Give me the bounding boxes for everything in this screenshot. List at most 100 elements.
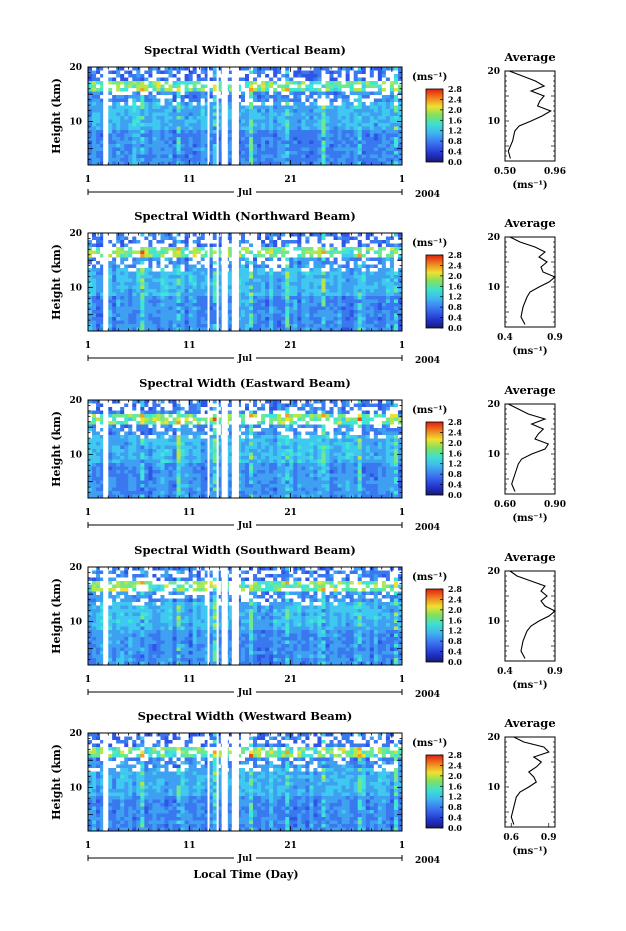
heatmap-cell [341, 144, 347, 148]
heatmap-cell [261, 70, 266, 75]
heatmap-cell [236, 67, 242, 71]
heatmap-cell [236, 95, 242, 99]
heatmap-cell [361, 88, 367, 92]
x-tick-label: 21 [284, 175, 297, 185]
heatmap-cell [112, 470, 117, 474]
heatmap-cell [128, 313, 133, 318]
heatmap-cell [381, 327, 387, 332]
heatmap-cell [321, 102, 326, 106]
heatmap-cell [301, 271, 306, 276]
heatmap-cell [140, 154, 145, 159]
heatmap-cell [112, 95, 117, 99]
heatmap-cell [353, 306, 359, 311]
heatmap-cell [112, 491, 117, 495]
heatmap-cell [377, 151, 383, 155]
heatmap-cell [249, 161, 254, 166]
heatmap-cell [132, 88, 137, 92]
heatmap-cell [361, 151, 367, 155]
heatmap-cell [184, 74, 190, 78]
heatmap-cell [172, 306, 177, 311]
heatmap-cell [160, 289, 165, 293]
heatmap-cell [116, 463, 121, 467]
heatmap-cell [156, 123, 161, 127]
heatmap-cell [156, 254, 161, 258]
heatmap-cell [184, 271, 190, 276]
heatmap-cell [240, 151, 246, 155]
heatmap-cell [188, 133, 194, 138]
heatmap-cell [168, 233, 173, 237]
heatmap-cell [172, 119, 177, 124]
heatmap-cell [164, 282, 169, 286]
heatmap-cell [236, 306, 242, 311]
heatmap-cell [261, 88, 266, 92]
heatmap-cell [249, 240, 254, 244]
heatmap-cell [140, 98, 145, 103]
heatmap-cell [377, 74, 383, 78]
heatmap-cell [240, 317, 246, 321]
heatmap-cell [136, 109, 141, 113]
heatmap-cell [204, 261, 210, 265]
heatmap-cell [236, 240, 242, 244]
heatmap-cell [265, 77, 270, 82]
heatmap-cell [397, 161, 403, 166]
heatmap-cell [297, 116, 302, 120]
heatmap-cell [385, 98, 391, 103]
heatmap-cell [317, 119, 322, 124]
heatmap-cell [156, 137, 161, 141]
heatmap-cell [92, 428, 97, 432]
heatmap-cell [200, 161, 206, 166]
heatmap-cell [124, 151, 129, 155]
heatmap-cell [180, 250, 186, 255]
heatmap-cell [305, 116, 310, 120]
heatmap-cell [341, 257, 347, 262]
heatmap-cell [329, 126, 334, 131]
heatmap-cell [333, 285, 338, 290]
heatmap-cell [236, 91, 242, 96]
heatmap-cell [176, 278, 181, 283]
heatmap-cell [128, 105, 133, 110]
heatmap-cell [385, 324, 391, 328]
heatmap-cell [341, 320, 347, 325]
heatmap-cell [208, 268, 214, 272]
heatmap-cell [124, 324, 129, 328]
heatmap-cell [188, 299, 194, 304]
heatmap-cell [389, 240, 395, 244]
heatmap-cell [313, 240, 318, 244]
heatmap-cell [176, 81, 181, 85]
heatmap-cell [200, 130, 206, 134]
heatmap-cell [321, 81, 326, 85]
heatmap-cell [216, 119, 222, 124]
heatmap-cell [200, 306, 206, 311]
heatmap-cell [144, 243, 149, 248]
heatmap-cell [156, 151, 161, 155]
heatmap-cell [116, 70, 121, 75]
heatmap-cell [261, 158, 266, 162]
heatmap-cell [196, 275, 202, 279]
heatmap-cell [337, 144, 343, 148]
heatmap-cell [172, 299, 177, 304]
heatmap-cell [92, 123, 97, 127]
heatmap-cell [333, 271, 338, 276]
heatmap-cell [184, 123, 190, 127]
heatmap-cell [269, 158, 274, 162]
heatmap-cell [120, 400, 125, 404]
heatmap-cell [397, 154, 403, 159]
heatmap-cell [357, 137, 363, 141]
heatmap-cell [112, 84, 117, 89]
heatmap-cell [204, 144, 210, 148]
heatmap-cell [365, 119, 371, 124]
heatmap-cell [269, 250, 274, 255]
heatmap-cell [377, 102, 383, 106]
heatmap-cell [208, 91, 214, 96]
heatmap-cell [192, 67, 198, 71]
heatmap-cell [208, 327, 214, 332]
heatmap-cell [216, 102, 222, 106]
heatmap-cell [277, 257, 282, 262]
heatmap-cell [261, 247, 266, 251]
heatmap-cell [212, 77, 218, 82]
heatmap-cell [261, 81, 266, 85]
heatmap-cell [337, 240, 343, 244]
heatmap-cell [172, 102, 177, 106]
heatmap-cell [196, 303, 202, 307]
heatmap-cell [341, 70, 347, 75]
